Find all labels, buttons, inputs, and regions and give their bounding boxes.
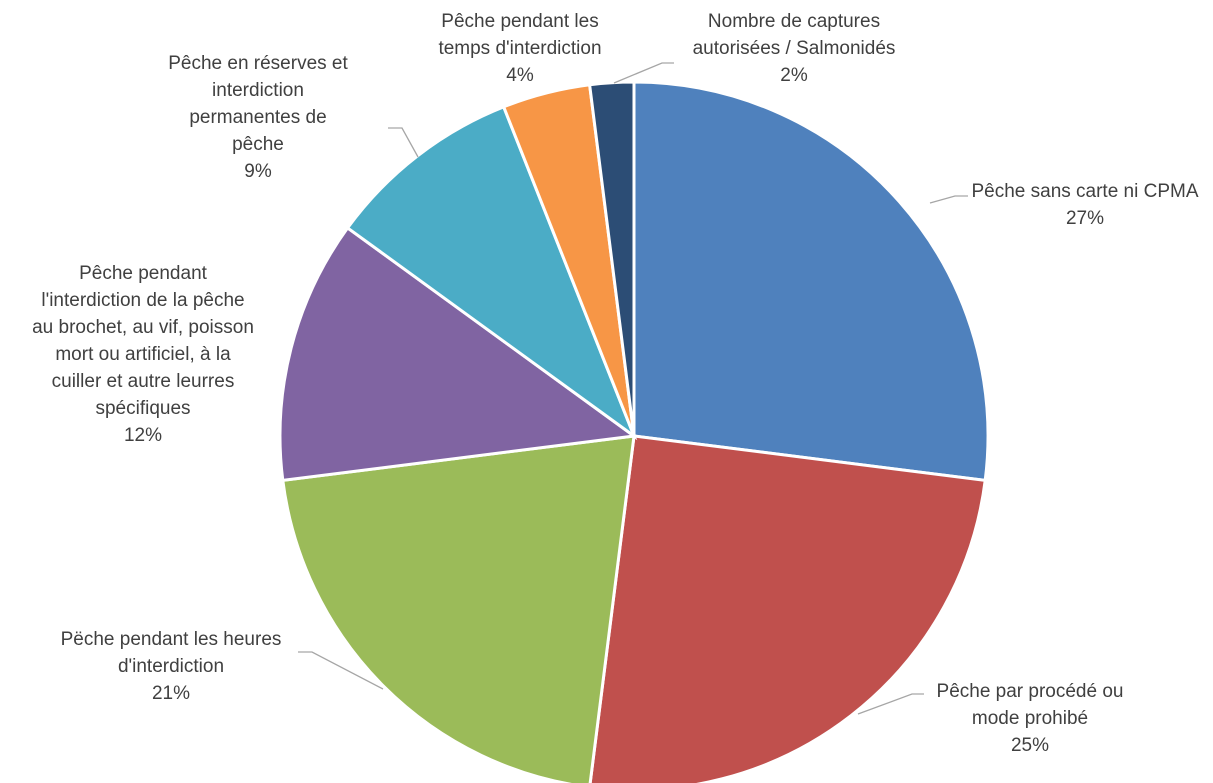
data-label-2: Pêche par procédé ou mode prohibé 25%: [937, 681, 1124, 756]
data-label-text-line: Pêche pendant les: [441, 11, 598, 32]
data-label-text-line: temps d'interdiction: [438, 38, 601, 59]
data-label-3: Pëche pendant les heures d'interdiction 21…: [61, 629, 282, 704]
pie-slice-4: [278, 225, 638, 483]
data-label-text-line: Pêche pendant: [79, 263, 208, 284]
data-label-text-line: cuiller et autre leurres: [52, 371, 235, 392]
data-label-text-line: spécifiques: [95, 398, 190, 419]
data-label-text-line: Pêche sans carte ni CPMA: [971, 181, 1198, 202]
data-label-text-line: autorisées / Salmonidés: [693, 38, 896, 59]
data-label-percent: 25%: [1011, 735, 1049, 756]
data-label-text-line: pêche: [232, 134, 284, 155]
leader-line-7: [613, 62, 674, 84]
data-label-percent: 27%: [1066, 208, 1104, 229]
data-label-1: Pêche sans carte ni CPMA 27%: [971, 181, 1198, 229]
leader-line-5: [388, 127, 419, 158]
pie-slice-3: [281, 434, 636, 783]
data-label-percent: 9%: [244, 161, 272, 182]
leader-line-3: [298, 651, 384, 690]
data-label-text-line: interdiction: [212, 80, 304, 101]
data-label-text-line: mode prohibé: [972, 708, 1088, 729]
data-label-text-line: au brochet, au vif, poisson: [32, 317, 254, 338]
data-label-percent: 21%: [152, 683, 190, 704]
data-label-text-line: Pêche en réserves et: [168, 53, 348, 74]
data-label-5: Pêche en réserves et interdiction permanen…: [168, 53, 348, 182]
data-label-percent: 12%: [124, 425, 162, 446]
data-label-text-line: Pêche par procédé ou: [937, 681, 1124, 702]
data-label-percent: 2%: [780, 65, 808, 86]
data-label-text-line: d'interdiction: [118, 656, 224, 677]
data-label-text-line: l'interdiction de la pêche: [41, 290, 244, 311]
leader-lines: [298, 62, 968, 715]
data-label-text-line: Nombre de captures: [708, 11, 880, 32]
data-label-4: Pêche pendant l'interdiction de la pêche a…: [32, 263, 254, 446]
leader-line-2: [857, 693, 924, 715]
data-label-percent: 4%: [506, 65, 534, 86]
data-label-7: Nombre de captures autorisées / Salmonidé…: [693, 11, 896, 86]
data-label-text-line: mort ou artificiel, à la: [55, 344, 231, 365]
pie-slice-2: [588, 434, 987, 783]
data-label-text-line: permanentes de: [189, 107, 326, 128]
data-labels: Pêche sans carte ni CPMA 27% Pêche par pro…: [32, 11, 1199, 756]
leader-line-1: [929, 195, 968, 204]
pie-slices: [278, 80, 990, 783]
data-label-text-line: Pëche pendant les heures: [61, 629, 282, 650]
pie-slice-1: [632, 80, 990, 483]
data-label-6: Pêche pendant les temps d'interdiction 4%: [438, 11, 601, 86]
pie-slice-7: [587, 80, 636, 437]
